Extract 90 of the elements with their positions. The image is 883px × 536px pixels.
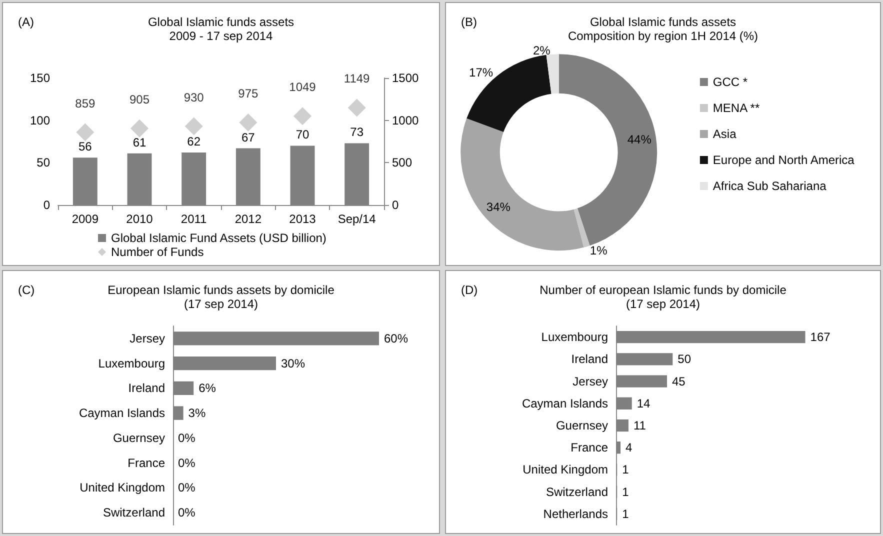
y2-tick-label: 1500 xyxy=(392,71,420,85)
y2-tick-label: 1000 xyxy=(392,113,420,128)
y-tick-label: Ireland xyxy=(571,352,608,366)
y-tick-label: Netherlands xyxy=(543,506,608,521)
data-label: 1% xyxy=(590,243,608,258)
data-label: 0% xyxy=(178,480,196,495)
data-label: 0% xyxy=(178,456,196,470)
legend-label: Global Islamic Fund Assets (USD billion) xyxy=(111,231,326,245)
y-tick-label: Luxembourg xyxy=(98,356,165,370)
x-tick-label: 2009 xyxy=(72,212,99,226)
y-tick-label: Luxembourg xyxy=(541,330,608,344)
data-label: 34% xyxy=(486,200,511,214)
chart-subtitle: (17 sep 2014) xyxy=(626,297,700,311)
chart-subtitle: 2009 - 17 sep 2014 xyxy=(169,29,274,43)
data-label: 0% xyxy=(178,430,196,445)
text: (D) xyxy=(461,283,478,297)
point xyxy=(294,107,312,126)
chart-title: European Islamic funds assets by domicile xyxy=(108,283,335,297)
chart-title: Global Islamic funds assets xyxy=(148,15,294,29)
y2-tick-label: 500 xyxy=(392,156,412,170)
data-label: 61 xyxy=(132,135,146,150)
data-label: 60% xyxy=(384,331,408,346)
data-label: 859 xyxy=(75,96,96,110)
y-tick-label: Cayman Islands xyxy=(78,406,165,420)
chart-subtitle: (17 sep 2014) xyxy=(184,297,258,311)
data-label: 14 xyxy=(636,396,651,410)
data-label: 17% xyxy=(469,65,494,80)
data-label: 2% xyxy=(532,43,551,58)
point xyxy=(239,113,258,132)
y-tick-label: United Kingdom xyxy=(522,462,608,477)
legend-label: Asia xyxy=(712,127,737,141)
x-tick-label: 2013 xyxy=(289,212,316,226)
data-label: 3% xyxy=(188,406,206,420)
y-tick-label: 100 xyxy=(30,113,50,128)
chart-title: Global Islamic funds assets xyxy=(590,15,736,29)
data-label: 1 xyxy=(622,462,630,477)
data-label: 70 xyxy=(296,128,310,142)
legend-label: Europe and North America xyxy=(712,153,855,167)
text: (C) xyxy=(18,283,35,297)
data-label: 73 xyxy=(350,125,364,140)
data-label: 30% xyxy=(281,356,306,370)
text: (B) xyxy=(461,15,477,29)
y-tick-label: Switzerland xyxy=(546,484,608,499)
y-tick-label: Jersey xyxy=(572,374,608,388)
point xyxy=(130,119,148,138)
data-label: 62 xyxy=(187,134,201,149)
y-tick-label: 50 xyxy=(36,156,50,170)
data-label: 67 xyxy=(241,130,256,144)
data-label: 4 xyxy=(626,440,633,455)
x-tick-label: 2010 xyxy=(126,212,154,226)
y2-tick-label: 0 xyxy=(392,198,399,212)
y-tick-label: Ireland xyxy=(128,381,165,396)
y-tick-label: France xyxy=(570,440,608,455)
x-tick-label: 2011 xyxy=(180,212,208,226)
data-label: 1149 xyxy=(344,72,370,86)
y-tick-label: 150 xyxy=(30,71,50,85)
y-tick-label: Jersey xyxy=(130,331,165,346)
legend-label: Africa Sub Sahariana xyxy=(712,179,827,193)
y-tick-label: Switzerland xyxy=(102,506,165,520)
point xyxy=(348,98,366,117)
data-label: 975 xyxy=(238,86,258,100)
data-label: 1 xyxy=(622,506,630,521)
data-label: 50 xyxy=(678,352,692,366)
data-label: 930 xyxy=(184,90,204,104)
point xyxy=(76,123,94,142)
x-tick-label: 2012 xyxy=(234,212,262,226)
chart-subtitle: Composition by region 1H 2014 (%) xyxy=(568,29,758,43)
data-label: 56 xyxy=(78,140,92,154)
legend-label: GCC * xyxy=(712,75,748,89)
legend-label: MENA ** xyxy=(712,101,760,115)
y-tick-label: United Kingdom xyxy=(80,480,165,495)
data-label: 167 xyxy=(810,330,831,344)
y-tick-label: Guernsey xyxy=(112,430,165,445)
y-tick-label: Guernsey xyxy=(556,418,608,432)
data-label: 45 xyxy=(672,374,686,388)
x-tick-label: Sep/14 xyxy=(338,212,376,226)
text: (A) xyxy=(18,15,34,29)
y-tick-label: Cayman Islands xyxy=(522,396,608,410)
data-label: 6% xyxy=(198,381,216,396)
data-label: 905 xyxy=(129,92,150,106)
data-label: 44% xyxy=(627,132,652,146)
data-label: 11 xyxy=(633,418,646,432)
chart-title: Number of european Islamic funds by domicile xyxy=(540,283,787,297)
data-label: 1 xyxy=(622,484,630,499)
data-label: 1049 xyxy=(289,80,316,94)
point xyxy=(184,117,203,136)
y-tick-label: France xyxy=(128,456,166,470)
data-label: 0% xyxy=(178,506,196,520)
y-tick-label: 0 xyxy=(43,198,50,212)
legend-label: Number of Funds xyxy=(111,245,204,259)
